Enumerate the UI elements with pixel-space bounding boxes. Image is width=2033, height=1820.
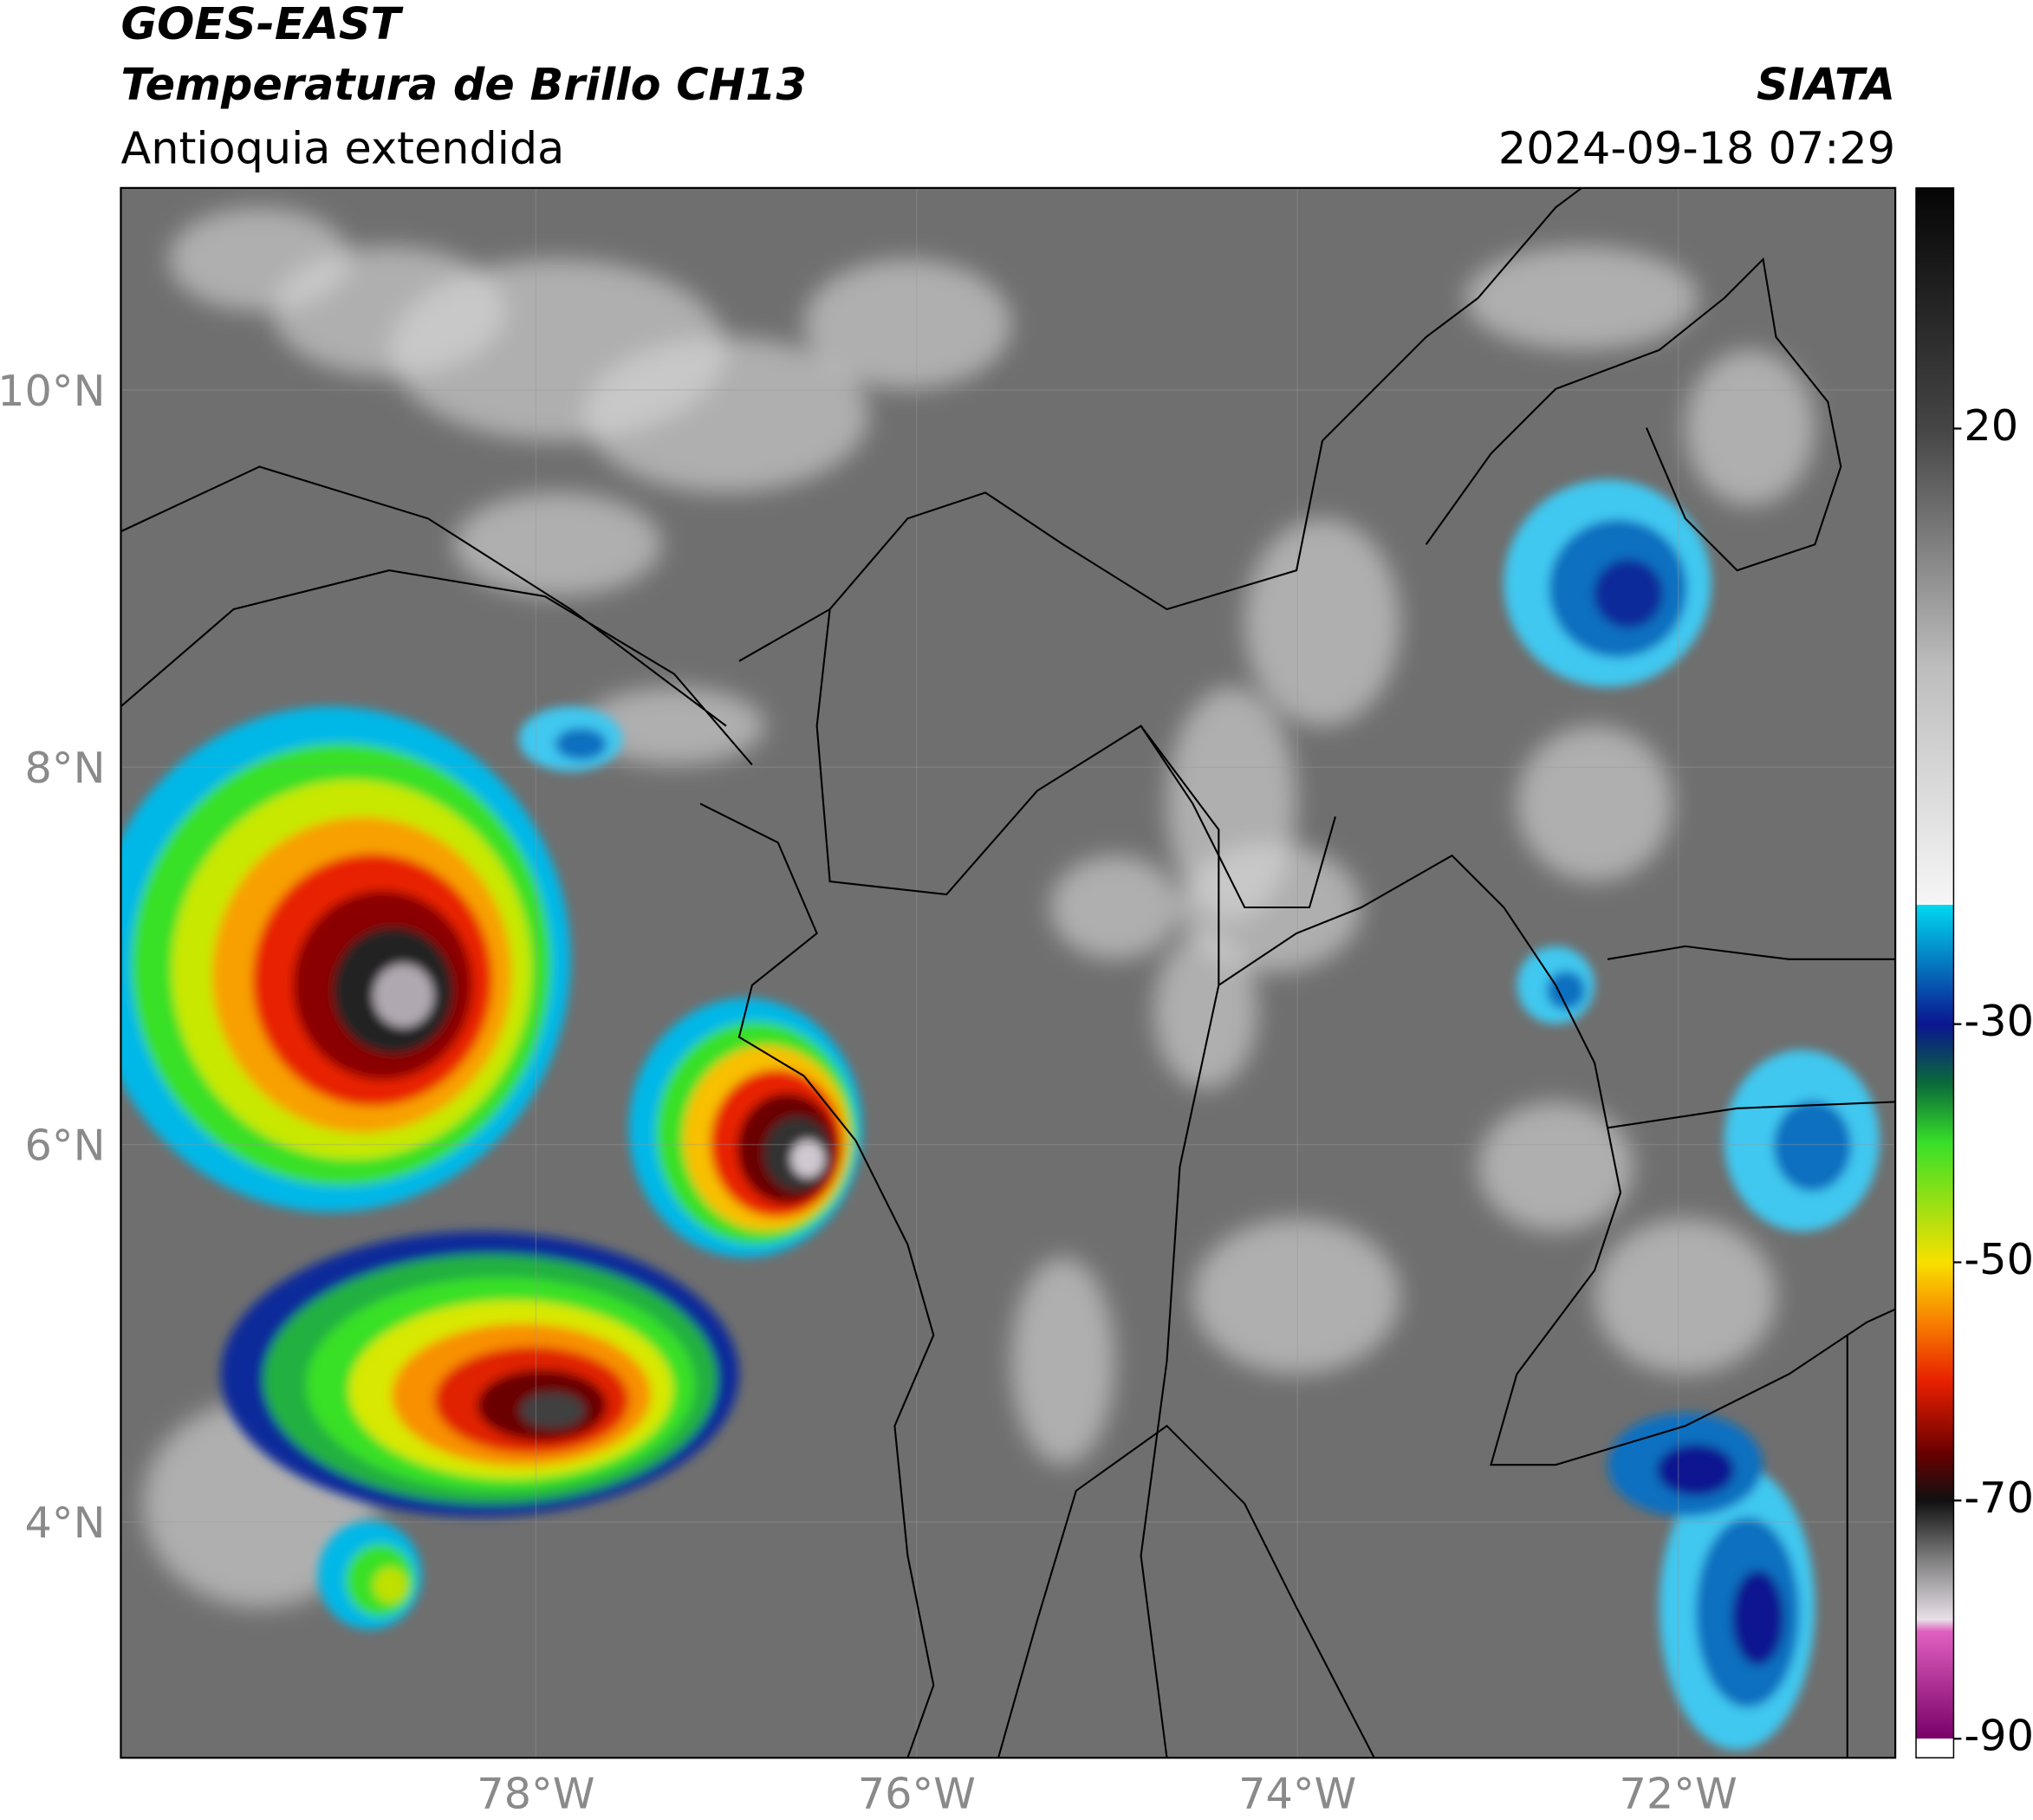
cloud	[1049, 855, 1180, 959]
title: GOES-EAST	[120, 0, 404, 49]
x-tick-label: 74°W	[1238, 1769, 1356, 1819]
colorbar-tick-label: -50	[1964, 1234, 2033, 1284]
x-tick-label: 76°W	[858, 1769, 976, 1819]
cloud	[1517, 725, 1673, 882]
source: SIATA	[1757, 59, 1895, 110]
clouds	[142, 207, 1815, 1608]
border	[1607, 945, 1896, 1758]
coast	[1425, 257, 1842, 572]
border	[997, 1424, 1375, 1758]
storm-layer	[373, 1567, 408, 1604]
colorbar-tick-label: -70	[1964, 1472, 2033, 1523]
map-frame	[120, 186, 1897, 1759]
storm-layer	[790, 1140, 825, 1178]
cloud	[1244, 518, 1400, 726]
storm-layer	[520, 1392, 585, 1428]
border	[1140, 725, 1220, 1758]
cloud	[1153, 933, 1258, 1089]
cloud	[453, 492, 662, 597]
y-tick-label: 8°N	[25, 743, 106, 793]
cloud	[1595, 1218, 1776, 1375]
colorbar-tick-label: -30	[1964, 996, 2033, 1046]
cloud	[1478, 1102, 1634, 1232]
border	[815, 608, 1336, 909]
x-tick-label: 78°W	[477, 1769, 594, 1819]
y-tick-label: 10°N	[0, 366, 106, 416]
map-area	[120, 187, 1896, 1758]
borders	[120, 187, 1896, 1758]
x-tick-label: 72°W	[1620, 1769, 1737, 1819]
cloud	[803, 259, 1012, 389]
colorbar-tick-label: -90	[1964, 1711, 2033, 1761]
cloud	[168, 207, 351, 311]
cloud	[583, 686, 765, 765]
y-tick-label: 4°N	[25, 1498, 106, 1548]
cloud	[1192, 1218, 1400, 1375]
y-tick-label: 6°N	[25, 1121, 106, 1171]
datetime: 2024-09-18 07:29	[1498, 122, 1895, 173]
cloud	[1011, 1257, 1115, 1466]
storm-layer	[1546, 971, 1586, 1011]
colorbar-ticks: 20 -30 -50 -70 -90	[1953, 400, 2033, 1761]
storm-layer	[555, 727, 607, 761]
coast	[120, 465, 753, 766]
axis-ticks: 78°W 76°W 74°W 72°W 4°N 6°N 8°N 10°N	[0, 366, 1737, 1819]
cloud	[1465, 246, 1698, 350]
storm-layer	[1773, 1100, 1852, 1192]
region: Antioquia extendida	[120, 122, 564, 173]
storm-layer	[1731, 1570, 1784, 1666]
colorbar	[1915, 187, 1955, 1758]
border	[738, 187, 1582, 662]
cloud	[1685, 349, 1815, 506]
storm-layer	[1656, 1444, 1735, 1497]
storm-layer	[373, 964, 434, 1028]
border	[1218, 854, 1896, 1466]
colorbar-tick-label: 20	[1964, 400, 2018, 451]
storms	[120, 479, 1880, 1751]
storm-layer	[1594, 559, 1663, 628]
border	[699, 803, 935, 1758]
subtitle: Temperatura de Brillo CH13	[120, 59, 806, 110]
cloud	[583, 336, 869, 493]
grid	[120, 187, 1896, 1758]
